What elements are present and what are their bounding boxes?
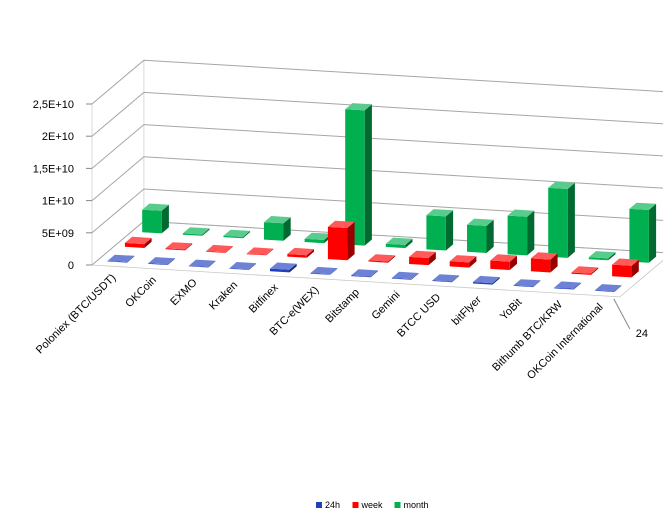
y-tick-label: 2E+10 bbox=[42, 131, 74, 143]
gridline bbox=[91, 91, 663, 137]
y-axis-ticks: 0 5E+09 1E+10 1,5E+10 2E+10 2,5E+10 bbox=[33, 99, 92, 272]
gridline bbox=[91, 156, 663, 201]
y-tick-label: 2,5E+10 bbox=[33, 99, 74, 111]
bar-month-13 bbox=[629, 202, 657, 263]
bar-month-9 bbox=[467, 218, 494, 253]
x-tick-label: Gemini bbox=[369, 289, 402, 322]
bar-24h-13 bbox=[594, 284, 622, 292]
legend-label: month bbox=[404, 500, 429, 510]
bar-month-1 bbox=[142, 203, 169, 234]
bar-week-3 bbox=[206, 244, 233, 253]
y-tick-label: 1E+10 bbox=[42, 196, 74, 208]
legend: 24h week month bbox=[316, 500, 429, 510]
bar-month-3 bbox=[223, 229, 251, 239]
bar-week-10 bbox=[490, 254, 517, 270]
bar-24h-8 bbox=[391, 271, 419, 280]
legend-label: 24h bbox=[325, 500, 340, 510]
bar-24h-4 bbox=[229, 262, 257, 270]
bar-month-6 bbox=[345, 103, 372, 246]
x-tick-label: Bitfinex bbox=[247, 281, 281, 315]
bar-month-12 bbox=[588, 251, 616, 261]
bar-24h-7 bbox=[351, 269, 378, 278]
bar-week-2 bbox=[165, 242, 193, 251]
chart-gridlines bbox=[91, 59, 663, 266]
bar-month-5 bbox=[304, 232, 332, 244]
y-tick-label: 1,5E+10 bbox=[33, 163, 74, 175]
x-tick-label: EXMO bbox=[168, 276, 200, 308]
x-tick-label: YoBit bbox=[498, 296, 524, 322]
bar-24h-11 bbox=[513, 279, 541, 288]
bar-24h-3 bbox=[188, 259, 216, 268]
gridline bbox=[91, 59, 663, 105]
chart-bars bbox=[107, 103, 657, 292]
bar-month-4 bbox=[264, 216, 291, 241]
legend-label: week bbox=[361, 500, 384, 510]
bar-24h-5 bbox=[270, 262, 297, 273]
bar-week-9 bbox=[449, 255, 477, 268]
x-tick-label: OKCoin bbox=[123, 274, 159, 310]
bar-week-1 bbox=[124, 236, 152, 248]
x-tick-label: Kraken bbox=[207, 279, 240, 312]
legend-swatch bbox=[316, 502, 322, 508]
bar-24h-10 bbox=[473, 275, 500, 285]
z-axis-line bbox=[613, 298, 631, 330]
z-axis-label: 24 bbox=[613, 298, 648, 340]
x-tick-label: Bitstamp bbox=[323, 287, 362, 326]
bar-month-7 bbox=[385, 237, 413, 249]
legend-item-week: week bbox=[352, 500, 384, 510]
bar-week-5 bbox=[287, 247, 314, 258]
bar-week-11 bbox=[530, 252, 558, 273]
bar-24h-12 bbox=[554, 281, 581, 290]
z-tick-label: 24 bbox=[636, 328, 648, 340]
bar-24h-2 bbox=[148, 257, 175, 265]
bar-month-2 bbox=[182, 227, 210, 236]
bar-week-7 bbox=[368, 254, 396, 263]
bar-week-13 bbox=[612, 258, 639, 278]
legend-swatch bbox=[394, 502, 401, 508]
x-tick-label: bitFlyer bbox=[450, 294, 484, 328]
y-tick-label: 5E+09 bbox=[42, 228, 74, 240]
bar-week-4 bbox=[246, 247, 274, 256]
x-tick-label: Poloniex (BTC/USDT) bbox=[34, 272, 119, 357]
legend-swatch bbox=[352, 502, 359, 508]
legend-item-24h: 24h bbox=[316, 500, 340, 510]
x-tick-label: BTCC USD bbox=[395, 291, 443, 339]
x-tick-label: OKCoin International bbox=[525, 301, 606, 382]
gridline bbox=[91, 124, 663, 169]
bar-week-12 bbox=[571, 266, 599, 275]
bar-24h-6 bbox=[310, 266, 338, 275]
bar-month-11 bbox=[548, 181, 575, 258]
bar-month-10 bbox=[507, 209, 535, 256]
bar-week-8 bbox=[409, 250, 436, 266]
bar-24h-9 bbox=[432, 274, 460, 283]
bar-week-6 bbox=[327, 220, 355, 261]
y-tick-label: 0 bbox=[68, 260, 74, 272]
bar-24h-1 bbox=[107, 254, 135, 263]
bar-month-8 bbox=[426, 209, 454, 251]
legend-item-month: month bbox=[394, 500, 429, 510]
gridline bbox=[91, 188, 663, 234]
